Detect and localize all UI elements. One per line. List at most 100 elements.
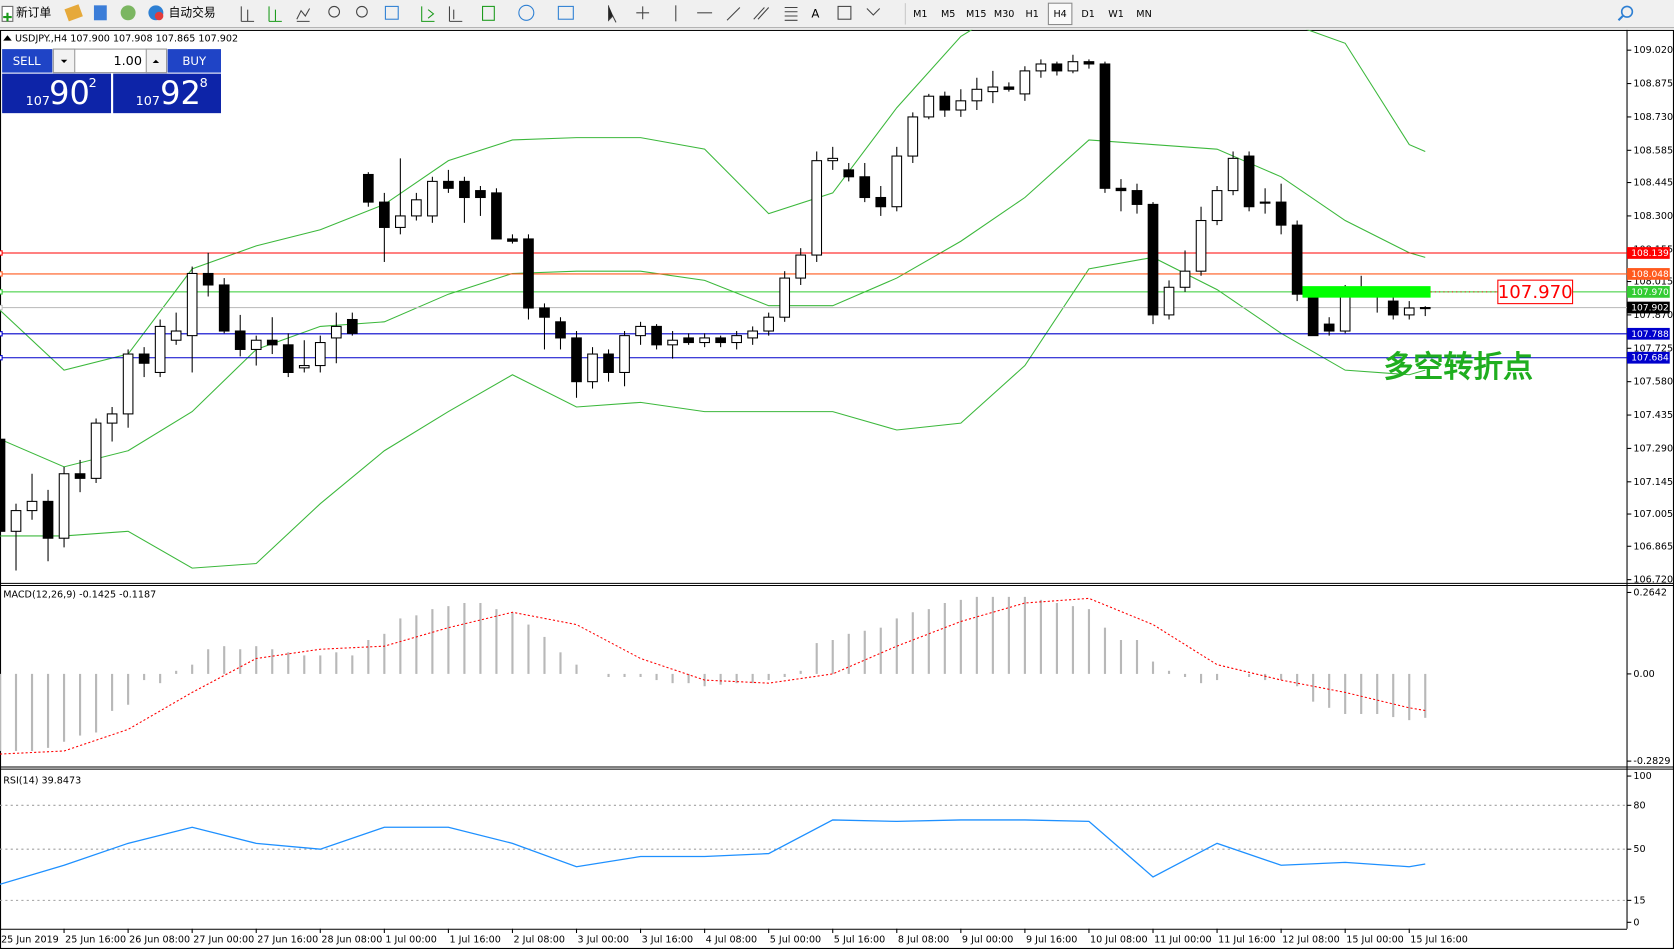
y-tick-label: 107.870	[1633, 310, 1673, 321]
candle-body	[378, 201, 390, 228]
buy-label[interactable]: BUY	[182, 54, 207, 68]
candle-body	[1163, 286, 1175, 316]
x-tick-label: 5 Jul 16:00	[834, 934, 885, 945]
y-tick-label: 0.00	[1633, 669, 1654, 680]
candle-body	[731, 335, 742, 344]
candle-body	[1403, 307, 1415, 316]
candle-body	[715, 337, 726, 344]
x-tick-label: 15 Jul 00:00	[1346, 934, 1404, 945]
tool-icons[interactable]: A	[240, 4, 881, 23]
y-tick-label: 106.720	[1633, 575, 1673, 586]
candle-body	[683, 337, 694, 344]
candle-body	[955, 100, 967, 111]
rsi-title: RSI(14) 39.8473	[3, 775, 81, 786]
y-tick-label: 80	[1633, 800, 1645, 811]
candle-body	[651, 325, 662, 346]
level-marker	[0, 355, 3, 361]
sell-price-box[interactable]	[2, 73, 112, 114]
candle-body	[1067, 61, 1079, 72]
level-label: 107.684	[1631, 354, 1669, 364]
candle-body	[667, 339, 678, 346]
candle-body	[411, 199, 422, 217]
candle-body	[1291, 224, 1303, 295]
candle-body	[298, 365, 310, 369]
candle-body	[923, 95, 935, 118]
candle-body	[154, 325, 166, 373]
candle-body	[1003, 86, 1015, 90]
candle-body	[186, 272, 198, 337]
macd-title: MACD(12,26,9) -0.1425 -0.1187	[3, 590, 156, 601]
y-tick-label: 107.005	[1633, 509, 1673, 520]
y-tick-label: 50	[1633, 844, 1645, 855]
search-icon[interactable]	[1617, 5, 1634, 22]
level-label: 107.788	[1631, 330, 1669, 340]
x-tick-label: 27 Jun 16:00	[257, 934, 318, 945]
new-order-label[interactable]: 新订单	[16, 5, 51, 19]
level-label-box	[1627, 286, 1670, 298]
icon[interactable]	[120, 5, 136, 21]
candle-body	[90, 422, 102, 479]
timeframe-button[interactable]: MN	[1136, 9, 1151, 20]
highlight-zone	[1302, 286, 1431, 298]
buy-price-box[interactable]	[113, 73, 221, 114]
candle-body	[1115, 187, 1127, 192]
x-tick-label: 15 Jul 16:00	[1410, 934, 1468, 945]
x-tick-label: 25 Jun 2019	[1, 934, 59, 945]
rsi-line	[0, 819, 1426, 885]
level-label-box	[1627, 327, 1670, 340]
timeframes: M1 M5 M15 M30 H1 H4 D1 W1 MN	[913, 2, 1152, 26]
candle-body	[1323, 323, 1335, 332]
auto-trading-button[interactable]: 自动交易	[148, 5, 216, 21]
candle-body	[26, 500, 38, 512]
collapse-icon[interactable]	[3, 35, 12, 41]
buy-point: 8	[200, 76, 208, 91]
x-tick-label: 26 Jun 08:00	[129, 934, 190, 945]
band-upper	[0, 29, 1426, 371]
y-tick-label: 108.585	[1633, 145, 1673, 156]
timeframe-button[interactable]: D1	[1081, 9, 1095, 20]
timeframe-button[interactable]: M5	[941, 9, 955, 20]
timeframe-button[interactable]: H1	[1025, 9, 1038, 20]
x-tick-label: 28 Jun 08:00	[321, 934, 382, 945]
lot-value[interactable]: 1.00	[113, 54, 142, 69]
candle-body	[1083, 61, 1095, 65]
x-tick-label: 8 Jul 08:00	[898, 934, 949, 945]
level-label-box	[1627, 247, 1670, 259]
new-order-button[interactable]: 新订单	[1, 5, 51, 22]
timeframe-button[interactable]: H4	[1053, 9, 1066, 20]
candle-body	[555, 321, 566, 339]
candle-body	[1259, 201, 1271, 204]
timeframe-button[interactable]: M1	[913, 9, 927, 20]
x-tick-label: 12 Jul 08:00	[1282, 934, 1340, 945]
x-tick-label: 1 Jul 00:00	[385, 934, 436, 945]
candle-body	[779, 277, 791, 318]
sell-button[interactable]	[2, 49, 53, 73]
trade-panel: SELL 1.00 BUY 107 90 2 107 92 8	[2, 48, 221, 114]
y-tick-label: 107.725	[1633, 343, 1673, 354]
y-tick-label: 108.730	[1633, 112, 1673, 123]
toolbar-bg	[0, 0, 1674, 28]
candle-body	[314, 342, 326, 367]
price-label-box	[1497, 279, 1574, 305]
sell-label[interactable]: SELL	[13, 54, 41, 68]
timeframe-button[interactable]: W1	[1108, 9, 1124, 20]
y-tick-label: 107.580	[1633, 377, 1673, 388]
icon[interactable]	[64, 4, 83, 22]
y-tick-label: 106.865	[1633, 541, 1673, 552]
icon[interactable]	[93, 5, 107, 21]
candle-body	[587, 353, 598, 383]
timeframe-button[interactable]: M15	[966, 9, 987, 20]
level-marker	[0, 250, 3, 256]
candle-body	[1419, 307, 1431, 310]
buy-button[interactable]	[167, 49, 221, 73]
x-tick-label: 9 Jul 00:00	[962, 934, 1013, 945]
timeframe-button[interactable]: M30	[994, 9, 1015, 20]
auto-trading-label[interactable]: 自动交易	[169, 5, 216, 19]
x-tick-label: 9 Jul 16:00	[1026, 934, 1077, 945]
annotation: 多空转折点	[1384, 350, 1534, 385]
candle-body	[699, 337, 710, 344]
down-arrow	[60, 59, 68, 63]
y-tick-label: 107.435	[1633, 410, 1673, 421]
